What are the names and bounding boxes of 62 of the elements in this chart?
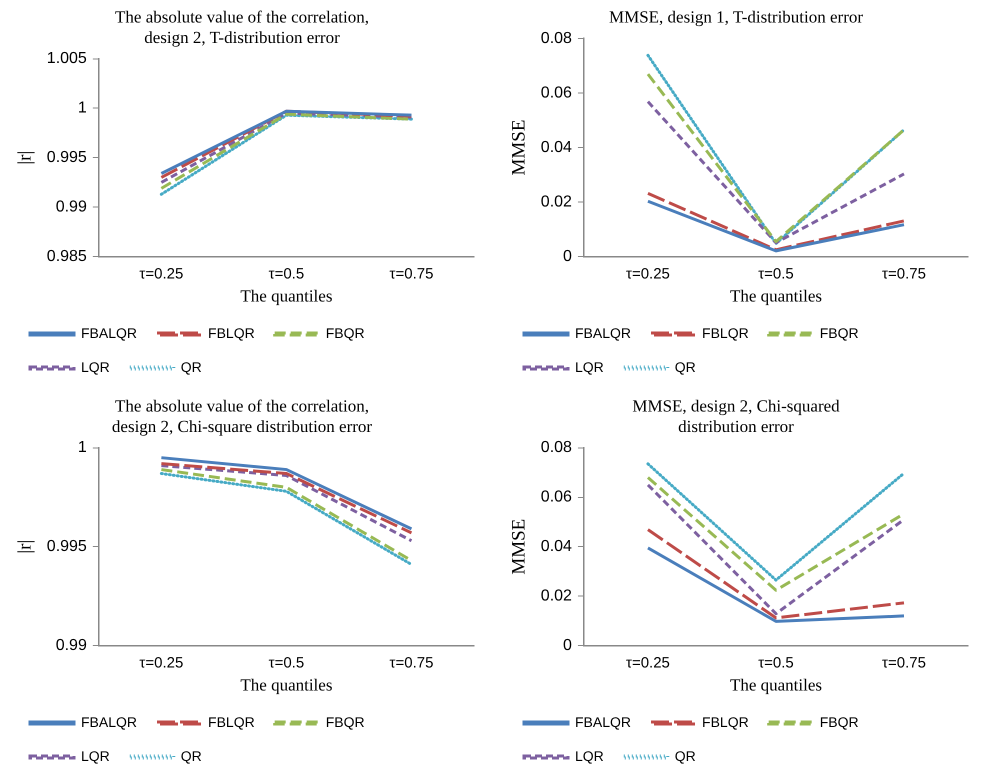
y-tick-label: 1.005	[46, 50, 87, 68]
legend-label: FBLQR	[208, 714, 255, 730]
legend-label: LQR	[575, 748, 604, 764]
y-tick-label: 1	[78, 100, 87, 117]
legend-label: LQR	[81, 748, 110, 764]
y-tick-label: 0.995	[46, 538, 87, 556]
legend-label: FBALQR	[575, 324, 632, 341]
legend-label: QR	[180, 358, 202, 375]
x-axis-title: The quantiles	[730, 286, 822, 306]
legend-label: FBQR	[326, 714, 365, 730]
y-tick-label: 0.99	[56, 198, 87, 216]
legend-label: LQR	[575, 358, 604, 375]
y-tick-label: 0.08	[540, 439, 572, 456]
y-tick-label: 0.02	[540, 588, 572, 605]
y-tick-label: 0	[563, 248, 572, 266]
legend-label: QR	[180, 748, 202, 764]
x-tick-label: τ=0.75	[882, 654, 926, 672]
legend-label: FBLQR	[702, 714, 749, 730]
chart-title: MMSE, design 1, T-distribution error	[608, 8, 864, 27]
x-axis-title: The quantiles	[240, 675, 332, 694]
y-tick-label: 0.06	[540, 488, 572, 506]
x-tick-label: τ=0.25	[626, 266, 670, 283]
x-tick-label: τ=0.25	[626, 654, 670, 672]
chart-title: The absolute value of the correlation, design 2, Chi-square distribution error	[112, 396, 372, 436]
legend-label: FBQR	[820, 714, 859, 730]
y-axis-title: |r|	[14, 540, 36, 554]
y-tick-label: 0.08	[540, 30, 572, 47]
chart-title: The absolute value of the correlation, design 2, T-distribution error	[115, 8, 369, 48]
legend-label: FBALQR	[81, 324, 138, 341]
x-axis-title: The quantiles	[730, 675, 822, 694]
legend-label: QR	[674, 358, 696, 375]
x-tick-label: τ=0.25	[139, 654, 184, 672]
chart-title: MMSE, design 2, Chi-squared distribution error	[632, 396, 840, 436]
x-tick-label: τ=0.75	[390, 654, 434, 672]
legend-label: FBLQR	[208, 324, 255, 341]
legend-label: FBALQR	[575, 714, 632, 730]
y-tick-label: 0	[563, 637, 572, 654]
x-tick-label: τ=0.5	[268, 654, 304, 672]
x-tick-label: τ=0.5	[268, 266, 304, 283]
x-axis-title: The quantiles	[240, 286, 332, 306]
y-tick-label: 0.995	[46, 149, 87, 166]
legend-label: LQR	[81, 358, 110, 375]
legend-label: FBLQR	[702, 324, 749, 341]
legend-label: QR	[674, 748, 696, 764]
y-axis-title: |r|	[14, 150, 36, 165]
y-tick-label: 1	[78, 439, 87, 456]
y-tick-label: 0.02	[540, 193, 572, 210]
y-axis-title: MMSE	[508, 518, 530, 575]
y-tick-label: 0.06	[540, 84, 572, 102]
legend-label: FBQR	[326, 324, 365, 341]
y-axis-title: MMSE	[508, 120, 530, 176]
x-tick-label: τ=0.5	[758, 266, 794, 283]
legend-label: FBQR	[820, 324, 859, 341]
y-tick-label: 0.985	[46, 248, 87, 266]
y-tick-label: 0.04	[540, 138, 572, 156]
y-tick-label: 0.04	[540, 538, 572, 556]
y-tick-label: 0.99	[56, 637, 87, 654]
legend-label: FBALQR	[81, 714, 138, 730]
x-tick-label: τ=0.75	[882, 266, 926, 283]
x-tick-label: τ=0.75	[390, 266, 434, 283]
x-tick-label: τ=0.5	[758, 654, 794, 672]
x-tick-label: τ=0.25	[139, 266, 184, 283]
